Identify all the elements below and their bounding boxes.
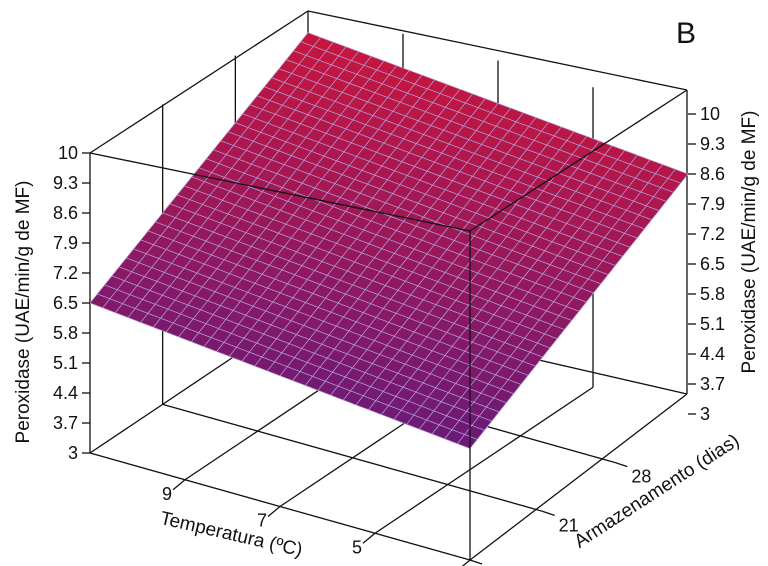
z-tick-label-right: 6.5 xyxy=(700,254,725,274)
left-wall-top-edge xyxy=(89,10,309,154)
z-tick-label-right: 10 xyxy=(700,104,720,124)
storage-tick xyxy=(469,559,483,565)
storage-tick-label: 21 xyxy=(559,515,579,535)
z-tick-label-right: 8.6 xyxy=(700,164,725,184)
storage-axis-line xyxy=(469,393,688,561)
axis-ticks: 3 3 3.7 3.7 4.4 4.4 5.1 5.1 5.8 5.8 6.5 6.5 7.2 7.2 7.… xyxy=(53,104,725,566)
z-tick-label-left: 4.4 xyxy=(53,383,78,403)
z-tick-label-left: 10 xyxy=(58,143,78,163)
z-tick-label-right: 9.3 xyxy=(700,134,725,154)
front-top-edge-left xyxy=(89,152,471,232)
storage-axis-label: Armazenamento (dias) xyxy=(571,430,744,552)
z-tick-label-left: 3.7 xyxy=(53,413,78,433)
temperature-tick-label: 5 xyxy=(352,537,362,557)
temperature-tick-label: 3 xyxy=(447,564,457,566)
z-tick-label-left: 5.8 xyxy=(53,323,78,343)
z-axis-label-left: Peroxidase (UAE/min/g de MF) xyxy=(13,181,34,444)
z-tick-label-right: 7.9 xyxy=(700,194,725,214)
response-surface xyxy=(89,32,689,449)
temperature-tick xyxy=(362,532,376,544)
z-axis-label-right: Peroxidase (UAE/min/g de MF) xyxy=(739,111,760,374)
surface-cell xyxy=(456,434,478,449)
z-tick-label-right: 4.4 xyxy=(700,344,725,364)
z-tick-label-right: 7.2 xyxy=(700,224,725,244)
panel-label: B xyxy=(676,17,696,50)
z-tick-label-right: 3 xyxy=(700,404,710,424)
temperature-tick-label: 7 xyxy=(257,511,267,531)
storage-tick-label: 14 xyxy=(486,564,506,566)
temperature-tick xyxy=(172,479,186,491)
z-tick-label-left: 8.6 xyxy=(53,203,78,223)
z-tick-label-left: 9.3 xyxy=(53,173,78,193)
z-tick-label-left: 5.1 xyxy=(53,353,78,373)
temperature-tick xyxy=(461,559,471,566)
temperature-tick-label: 9 xyxy=(162,484,172,504)
storage-tick xyxy=(542,510,555,516)
z-tick-label-left: 7.2 xyxy=(53,263,78,283)
temperature-axis-label: Temperatura (ºC) xyxy=(158,508,304,561)
back-wall-top-edge xyxy=(307,10,688,91)
z-tick-label-right: 5.1 xyxy=(700,314,725,334)
front-top-edge-right xyxy=(469,89,688,232)
z-tick-label-left: 3 xyxy=(68,443,78,463)
storage-tick-label: 28 xyxy=(631,467,651,487)
storage-tick xyxy=(615,462,628,468)
floor-gridline xyxy=(374,386,594,534)
z-tick-label-left: 7.9 xyxy=(53,233,78,253)
z-tick-label-right: 3.7 xyxy=(700,374,725,394)
z-tick-label-right: 5.8 xyxy=(700,284,725,304)
temperature-tick xyxy=(267,506,281,517)
front-box-frame xyxy=(89,89,688,561)
z-tick-label-left: 6.5 xyxy=(53,293,78,313)
